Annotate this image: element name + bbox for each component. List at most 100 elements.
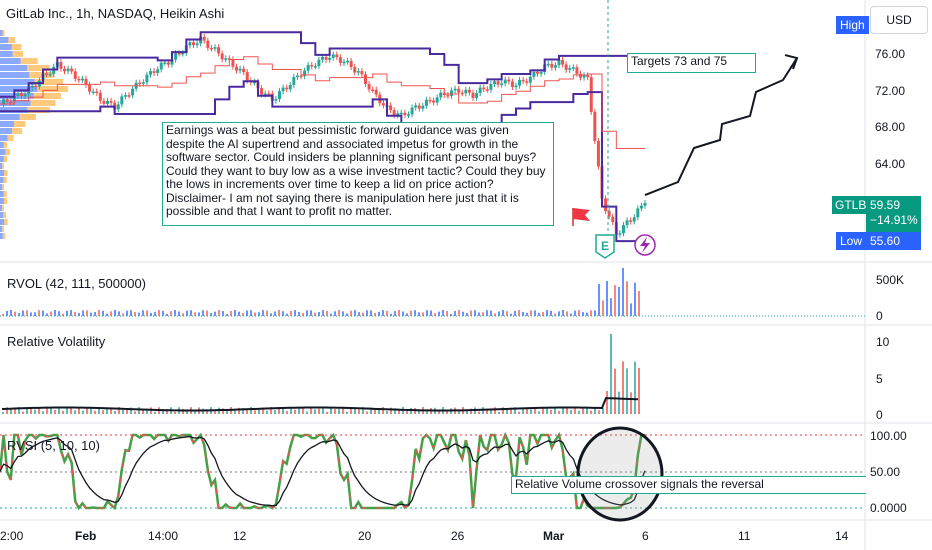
rvol-bar (278, 310, 280, 316)
candle-body (414, 105, 418, 108)
relative-volatility-bar (486, 409, 488, 414)
rvol-bar (254, 312, 256, 316)
rvol-bar (338, 310, 340, 316)
rvol-bar (342, 311, 344, 316)
candle-body (2, 99, 6, 104)
relative-volatility-bar (270, 407, 272, 414)
rvol-bar (382, 310, 384, 316)
candle-body (242, 68, 246, 73)
currency-selector[interactable]: USD (870, 6, 928, 34)
rvol-bar (138, 312, 140, 316)
candle-body (575, 67, 579, 74)
rvol-bar (262, 310, 264, 316)
rvol-bar (478, 312, 480, 316)
relative-volatility-bar (38, 407, 40, 414)
candle-body (500, 83, 504, 85)
candle-body (224, 58, 228, 60)
volume-profile-bar-down (2, 233, 6, 239)
rvol-bar (90, 312, 92, 316)
candle-body (421, 105, 425, 109)
rvol-bar (406, 313, 408, 316)
candle-body (349, 60, 353, 68)
rvol-bar (566, 311, 568, 316)
rvol-bar (442, 310, 444, 316)
candle-body (192, 42, 195, 46)
candle-body (356, 71, 360, 73)
candle-body (274, 98, 278, 101)
volume-profile-bar-down (33, 93, 61, 99)
rvol-bar (370, 310, 372, 316)
candle-body (206, 40, 210, 48)
candle-body (235, 66, 238, 71)
rvol-bar (282, 311, 284, 316)
relative-volatility-bar (6, 407, 8, 414)
candle-body (360, 71, 364, 75)
volume-profile-bar-down (7, 135, 14, 141)
rvol-bar (18, 313, 20, 316)
rvol-bar (602, 300, 604, 316)
relative-volatility-bar (610, 334, 612, 414)
volume-profile-bar-up (0, 135, 8, 141)
relative-volatility-bar (18, 407, 20, 414)
relative-volatility-bar (226, 409, 228, 414)
candle-body (464, 89, 468, 94)
relative-volatility-bar (426, 410, 428, 414)
analysis-note[interactable]: Earnings was a beat but pessimistic forw… (162, 122, 554, 226)
candle-body (138, 82, 142, 85)
relative-volatility-bar (526, 408, 528, 414)
volume-profile-bar-down (30, 100, 56, 106)
candle-body (98, 92, 102, 101)
rvol-bar (190, 310, 192, 316)
candle-body (195, 43, 199, 46)
candle-body (278, 91, 281, 99)
earnings-icon[interactable]: E (595, 234, 615, 259)
candle-body (364, 74, 367, 84)
reversal-note[interactable]: Relative Volume crossover signals the re… (511, 476, 866, 494)
last-price-value: 59.59 (870, 198, 901, 212)
rvol-bar (362, 312, 364, 316)
candle-body (528, 76, 532, 83)
relative-volatility-bar (114, 410, 116, 414)
dividend-lightning-icon[interactable] (634, 234, 656, 256)
volume-profile-bar-up (0, 205, 3, 211)
relative-volatility-bar (614, 368, 616, 414)
rvol-histogram (2, 268, 640, 316)
relative-volatility-bar (570, 410, 572, 414)
rvol-bar (110, 311, 112, 316)
rvol-bar (330, 313, 332, 316)
candle-body (23, 94, 27, 97)
candle-body (48, 73, 52, 76)
relative-volatility-bar (322, 407, 324, 414)
candle-body (622, 225, 625, 234)
rvol-bar (50, 311, 52, 316)
targets-note[interactable]: Targets 73 and 75 (627, 53, 756, 73)
rvol-bar (294, 310, 296, 316)
low-label: Low (836, 232, 866, 250)
candle-body (159, 62, 163, 70)
rvol-bar (186, 310, 188, 316)
rvol-bar (598, 283, 600, 316)
rvol-bar (358, 312, 360, 316)
relative-volatility-bar (62, 410, 64, 414)
candle-body (532, 71, 536, 77)
candle-body (536, 71, 539, 74)
candle-body (346, 60, 350, 63)
relative-volatility-bar (346, 411, 348, 414)
channel-mid (0, 56, 645, 149)
relative-volatility-bar (278, 408, 280, 414)
candle-body (625, 220, 629, 226)
rvol-bar (222, 311, 224, 316)
relative-volatility-bar (154, 411, 156, 414)
rvol-bar (58, 311, 60, 316)
volume-profile-bar-down (4, 170, 8, 176)
relative-volatility-bar (514, 407, 516, 414)
time-label: 14:00 (148, 529, 178, 543)
flag-icon (572, 208, 590, 226)
candle-body (299, 75, 303, 78)
projection-path (644, 57, 798, 196)
relative-volatility-bar (290, 407, 292, 414)
relative-volatility-bar (566, 408, 568, 414)
candle-body (30, 85, 34, 88)
rvol-bar (54, 310, 56, 316)
